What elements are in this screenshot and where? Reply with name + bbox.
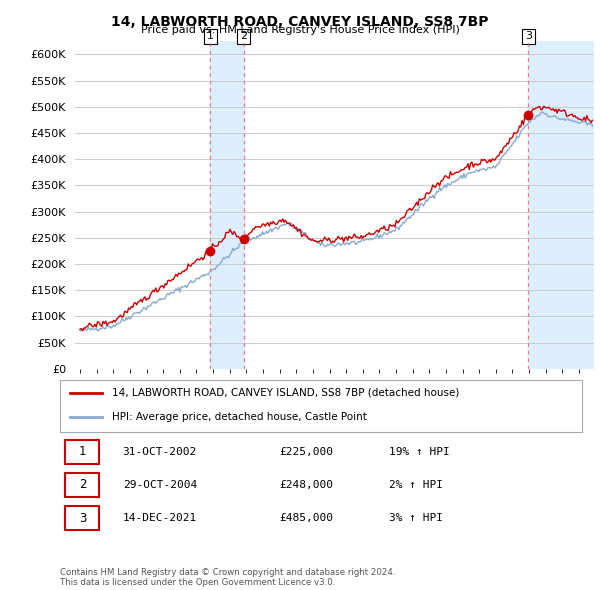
Bar bbox=[210, 41, 244, 369]
Text: Price paid vs. HM Land Registry's House Price Index (HPI): Price paid vs. HM Land Registry's House … bbox=[140, 25, 460, 35]
Text: 14, LABWORTH ROAD, CANVEY ISLAND, SS8 7BP (detached house): 14, LABWORTH ROAD, CANVEY ISLAND, SS8 7B… bbox=[112, 388, 460, 398]
Text: 29-OCT-2004: 29-OCT-2004 bbox=[122, 480, 197, 490]
FancyBboxPatch shape bbox=[65, 473, 99, 497]
Text: 2% ↑ HPI: 2% ↑ HPI bbox=[389, 480, 443, 490]
Text: £248,000: £248,000 bbox=[279, 480, 333, 490]
Text: £485,000: £485,000 bbox=[279, 513, 333, 523]
Text: 14, LABWORTH ROAD, CANVEY ISLAND, SS8 7BP: 14, LABWORTH ROAD, CANVEY ISLAND, SS8 7B… bbox=[111, 15, 489, 29]
Text: 3: 3 bbox=[79, 512, 86, 525]
FancyBboxPatch shape bbox=[65, 440, 99, 464]
Text: 2: 2 bbox=[79, 478, 86, 491]
FancyBboxPatch shape bbox=[65, 506, 99, 530]
Text: 2: 2 bbox=[240, 31, 247, 41]
Text: 1: 1 bbox=[207, 31, 214, 41]
Text: 31-OCT-2002: 31-OCT-2002 bbox=[122, 447, 197, 457]
FancyBboxPatch shape bbox=[60, 380, 582, 432]
Text: £225,000: £225,000 bbox=[279, 447, 333, 457]
Text: 3% ↑ HPI: 3% ↑ HPI bbox=[389, 513, 443, 523]
Text: 19% ↑ HPI: 19% ↑ HPI bbox=[389, 447, 449, 457]
Text: Contains HM Land Registry data © Crown copyright and database right 2024.
This d: Contains HM Land Registry data © Crown c… bbox=[60, 568, 395, 587]
Text: 14-DEC-2021: 14-DEC-2021 bbox=[122, 513, 197, 523]
Text: 1: 1 bbox=[79, 445, 86, 458]
Text: HPI: Average price, detached house, Castle Point: HPI: Average price, detached house, Cast… bbox=[112, 412, 367, 422]
Text: 3: 3 bbox=[525, 31, 532, 41]
Bar bbox=[528, 41, 594, 369]
